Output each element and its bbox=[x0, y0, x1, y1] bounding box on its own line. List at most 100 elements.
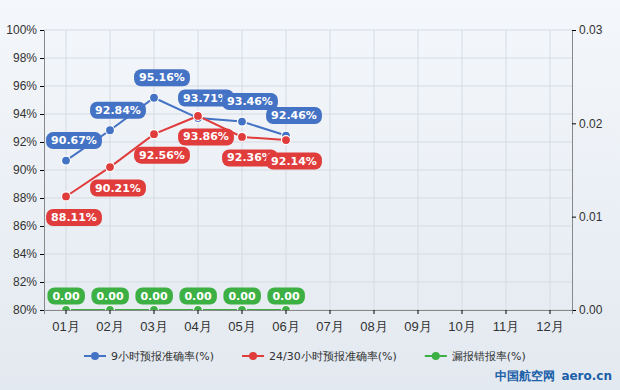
marks bbox=[62, 93, 291, 310]
tick-label: 02月 bbox=[96, 319, 123, 334]
tick-mark bbox=[242, 310, 243, 314]
data-label-text: 92.36% bbox=[227, 151, 273, 164]
tick: 11月 bbox=[493, 310, 520, 334]
tick: 04月 bbox=[184, 310, 211, 334]
tick: 92% bbox=[13, 135, 44, 149]
legend-label: 漏报错报率(%) bbox=[452, 350, 526, 363]
y2-axis: 0.000.010.020.03 bbox=[572, 23, 603, 317]
legend-item: 漏报错报率(%) bbox=[425, 350, 526, 363]
grid-line bbox=[374, 30, 375, 310]
data-label: 92.84% bbox=[90, 102, 146, 119]
legend-label: 24/30小时预报准确率(%) bbox=[269, 350, 397, 363]
grid-line bbox=[44, 282, 572, 283]
data-label-box bbox=[46, 132, 102, 149]
grid-line bbox=[44, 58, 572, 59]
data-label: 0.00 bbox=[135, 288, 172, 305]
tick-mark bbox=[40, 198, 44, 199]
marker bbox=[194, 111, 203, 120]
marker bbox=[62, 192, 71, 201]
chart: 80%82%84%86%88%90%92%94%96%98%100%0.000.… bbox=[0, 0, 620, 390]
tick-mark bbox=[572, 30, 576, 31]
data-label-text: 92.46% bbox=[271, 109, 317, 122]
data-label-text: 0.00 bbox=[140, 290, 167, 303]
tick-label: 100% bbox=[6, 23, 37, 37]
tick: 12月 bbox=[536, 310, 563, 334]
marker bbox=[150, 130, 159, 139]
marker bbox=[150, 306, 159, 311]
data-label: 0.00 bbox=[47, 288, 84, 305]
tick-mark bbox=[374, 310, 375, 314]
tick-label: 0.02 bbox=[579, 117, 603, 131]
data-label: 92.14% bbox=[266, 153, 322, 170]
tick: 84% bbox=[13, 247, 44, 261]
tick-mark bbox=[40, 30, 44, 31]
data-label: 0.00 bbox=[91, 288, 128, 305]
plot: 80%82%84%86%88%90%92%94%96%98%100%0.000.… bbox=[6, 23, 602, 334]
data-label: 90.21% bbox=[90, 180, 146, 197]
data-label: 93.86% bbox=[178, 128, 234, 145]
x-axis: 01月02月03月04月05月06月07月08月09月10月11月12月 bbox=[45, 310, 573, 334]
data-label-text: 90.67% bbox=[51, 134, 97, 147]
grid-line bbox=[330, 30, 331, 310]
tick: 100% bbox=[6, 23, 44, 37]
data-label-box bbox=[46, 209, 102, 226]
tick-label: 0.03 bbox=[579, 23, 603, 37]
tick-label: 01月 bbox=[52, 319, 79, 334]
background bbox=[0, 0, 620, 390]
grid-line bbox=[44, 170, 572, 171]
series bbox=[62, 111, 291, 201]
tick-label: 11月 bbox=[493, 319, 520, 334]
data-label-text: 95.16% bbox=[139, 71, 185, 84]
tick-label: 04月 bbox=[184, 319, 211, 334]
tick-mark bbox=[66, 310, 67, 314]
data-label-box bbox=[134, 69, 190, 86]
data-label: 95.16% bbox=[134, 69, 190, 86]
tick-label: 82% bbox=[13, 275, 37, 289]
data-label-box bbox=[135, 288, 172, 305]
tick: 86% bbox=[13, 219, 44, 233]
tick-mark bbox=[40, 86, 44, 87]
tick-label: 09月 bbox=[404, 319, 431, 334]
annotation: 中国航空网 bbox=[495, 369, 555, 383]
data-label-box bbox=[266, 107, 322, 124]
data-label-text: 92.56% bbox=[139, 149, 185, 162]
data-label-text: 92.84% bbox=[95, 104, 141, 117]
grid-line bbox=[418, 30, 419, 310]
marker bbox=[62, 156, 71, 165]
tick: 82% bbox=[13, 275, 44, 289]
tick-mark bbox=[506, 310, 507, 314]
legend: 9小时预报准确率(%)24/30小时预报准确率(%)漏报错报率(%) bbox=[84, 350, 526, 363]
data-label-text: 92.14% bbox=[271, 155, 317, 168]
data-label-box bbox=[91, 288, 128, 305]
grid-line bbox=[44, 198, 572, 199]
data-label-text: 90.21% bbox=[95, 182, 141, 195]
grid-line bbox=[44, 86, 572, 87]
data-label-text: 0.00 bbox=[228, 290, 255, 303]
tick: 01月 bbox=[52, 310, 79, 334]
marker bbox=[62, 306, 71, 311]
y-axis: 80%82%84%86%88%90%92%94%96%98%100% bbox=[6, 23, 44, 317]
data-label: 88.11% bbox=[46, 209, 102, 226]
data-label: 92.46% bbox=[266, 107, 322, 124]
tick-label: 0.01 bbox=[579, 210, 603, 224]
axis-line bbox=[573, 31, 577, 311]
tick-label: 08月 bbox=[360, 319, 387, 334]
tick-mark bbox=[40, 254, 44, 255]
grid-line bbox=[44, 254, 572, 255]
tick-mark bbox=[462, 310, 463, 314]
data-label-box bbox=[90, 180, 146, 197]
series bbox=[62, 306, 291, 311]
grid-line bbox=[44, 142, 572, 143]
tick-label: 90% bbox=[13, 163, 37, 177]
tick-label: 80% bbox=[13, 303, 37, 317]
grid-line bbox=[286, 30, 287, 310]
tick: 96% bbox=[13, 79, 44, 93]
grid-line bbox=[506, 30, 507, 310]
grid-line bbox=[66, 30, 67, 310]
tick-label: 12月 bbox=[536, 319, 563, 334]
tick-label: 96% bbox=[13, 79, 37, 93]
marker bbox=[106, 126, 115, 135]
tick-label: 06月 bbox=[272, 319, 299, 334]
data-label-box bbox=[134, 147, 190, 164]
data-label-box bbox=[179, 288, 216, 305]
